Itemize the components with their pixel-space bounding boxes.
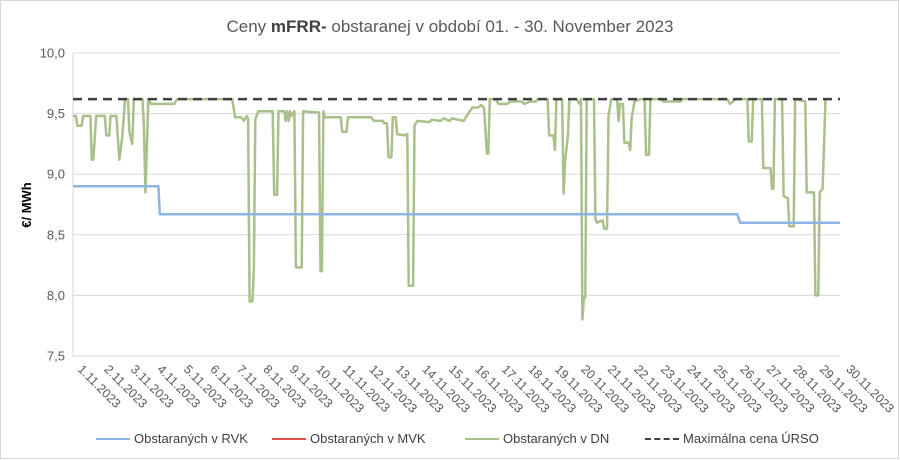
y-tick-label: 9,0 xyxy=(47,167,65,182)
chart-plot: 7,58,08,59,09,510,01.11.20232.11.20233.1… xyxy=(19,46,897,416)
axis-layer: 7,58,08,59,09,510,01.11.20232.11.20233.1… xyxy=(40,46,897,416)
legend-label: Maximálna cena ÚRSO xyxy=(683,431,819,446)
chart-title-bold: mFRR- xyxy=(270,17,327,36)
y-tick-label: 9,5 xyxy=(47,106,65,121)
y-axis-label: €/ MWh xyxy=(19,182,34,228)
chart-legend: Obstaraných v RVK Obstaraných v MVK Obstar… xyxy=(0,431,900,449)
legend-swatch xyxy=(272,437,306,440)
legend-label: Obstaraných v DN xyxy=(503,431,610,446)
legend-swatch xyxy=(645,437,679,440)
legend-item: Obstaraných v MVK xyxy=(272,431,426,446)
chart-title-prefix: Ceny xyxy=(226,17,271,36)
legend-item: Maximálna cena ÚRSO xyxy=(645,431,819,446)
chart-title-suffix: obstaranej v období 01. - 30. November 2… xyxy=(326,17,674,36)
legend-item: Obstaraných v RVK xyxy=(96,431,248,446)
series-line-2 xyxy=(73,97,827,321)
legend-swatch xyxy=(465,437,499,440)
y-tick-label: 8,0 xyxy=(47,288,65,303)
series-layer xyxy=(73,97,840,321)
legend-swatch xyxy=(96,437,130,440)
y-tick-label: 8,5 xyxy=(47,227,65,242)
grid-layer xyxy=(73,52,840,357)
chart-title: Ceny mFRR- obstaranej v období 01. - 30.… xyxy=(0,17,900,37)
legend-label: Obstaraných v RVK xyxy=(134,431,248,446)
legend-item: Obstaraných v DN xyxy=(465,431,609,446)
y-tick-label: 7,5 xyxy=(47,349,65,364)
y-tick-label: 10,0 xyxy=(40,46,65,61)
legend-label: Obstaraných v MVK xyxy=(310,431,426,446)
series-line-0 xyxy=(73,185,840,224)
